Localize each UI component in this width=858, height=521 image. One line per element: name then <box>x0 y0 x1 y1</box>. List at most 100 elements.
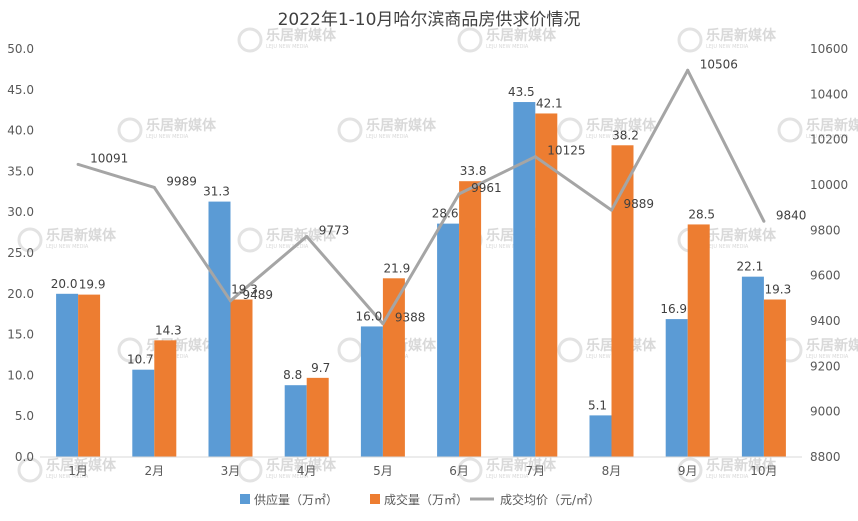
left-axis-tick-label: 5.0 <box>15 409 34 423</box>
price-value-label: 10125 <box>547 144 585 158</box>
left-axis-tick-label: 30.0 <box>7 205 34 219</box>
supply-bar <box>741 276 764 457</box>
watermark-subtext: LEJU NEW MEDIA <box>806 134 849 140</box>
watermark-subtext: LEJU NEW MEDIA <box>706 244 749 250</box>
transaction-bar-value-label: 21.9 <box>384 261 411 275</box>
watermark-subtext: LEJU NEW MEDIA <box>706 474 749 480</box>
left-axis-tick-label: 10.0 <box>7 368 34 382</box>
watermark-subtext: LEJU NEW MEDIA <box>266 474 309 480</box>
watermark-text: 乐居新媒体 <box>486 27 557 44</box>
supply-bar-value-label: 31.3 <box>203 185 230 199</box>
watermark-subtext: LEJU NEW MEDIA <box>266 44 309 50</box>
watermark-logo-icon <box>237 457 263 483</box>
legend-item-transaction-label: 成交量（万㎡） <box>384 492 468 507</box>
watermark-subtext: LEJU NEW MEDIA <box>46 474 89 480</box>
watermark-text: 乐居新媒体 <box>706 27 777 44</box>
right-axis-tick-label: 9200 <box>810 359 841 373</box>
x-axis-tick-label: 3月 <box>221 464 241 478</box>
supply-bar-value-label: 20.0 <box>51 277 78 291</box>
watermark-text: 乐居新媒体 <box>806 337 858 354</box>
left-axis-tick-label: 50.0 <box>7 42 34 56</box>
left-axis-tick-label: 45.0 <box>7 83 34 97</box>
watermark-subtext: LEJU NEW MEDIA <box>706 44 749 50</box>
x-axis-tick-label: 1月 <box>68 464 88 478</box>
price-value-label: 9840 <box>776 208 807 222</box>
transaction-bar-value-label: 9.7 <box>311 361 330 375</box>
transaction-bar <box>78 294 101 457</box>
transaction-bar-value-label: 19.3 <box>231 283 258 297</box>
watermark-logo-icon <box>117 337 143 363</box>
supply-bar <box>208 201 231 457</box>
supply-bar-value-label: 16.0 <box>356 309 383 323</box>
right-axis-tick-label: 10000 <box>810 178 848 192</box>
price-point <box>762 219 766 223</box>
watermark-subtext: LEJU NEW MEDIA <box>486 474 529 480</box>
supply-bar <box>589 415 612 457</box>
price-value-label: 9961 <box>471 181 502 195</box>
watermark-logo-icon <box>17 227 43 253</box>
watermark-text: 乐居新媒体 <box>146 117 217 134</box>
transaction-bar <box>687 224 710 457</box>
left-axis-tick-label: 40.0 <box>7 124 34 138</box>
legend-item-supply-label: 供应量（万㎡） <box>254 492 338 507</box>
price-value-label: 10506 <box>700 57 738 71</box>
transaction-bar-value-label: 14.3 <box>155 323 182 337</box>
watermark-text: 乐居新媒体 <box>366 117 437 134</box>
price-line <box>77 68 766 326</box>
supply-bar <box>56 293 79 457</box>
price-value-label: 9989 <box>166 174 197 188</box>
price-point <box>76 162 80 166</box>
watermark-logo-icon <box>677 457 703 483</box>
transaction-bar <box>611 145 634 457</box>
left-axis-tick-label: 20.0 <box>7 287 34 301</box>
watermark-logo-icon <box>337 117 363 143</box>
supply-bar <box>665 319 688 457</box>
right-axis-tick-label: 9800 <box>810 223 841 237</box>
watermark-text: 乐居新媒体 <box>706 457 777 474</box>
legend: 供应量（万㎡） 成交量（万㎡） 成交均价（元/㎡） <box>240 492 600 507</box>
price-point <box>686 68 690 72</box>
x-axis-tick-label: 10月 <box>750 464 777 478</box>
watermark-logo-icon <box>457 457 483 483</box>
watermark-subtext: LEJU NEW MEDIA <box>806 354 849 360</box>
x-axis-tick-label: 6月 <box>449 464 469 478</box>
supply-bar-value-label: 28.6 <box>432 207 459 221</box>
watermark-logo-icon <box>237 27 263 53</box>
transaction-bar <box>230 299 253 457</box>
price-point <box>533 155 537 159</box>
watermark-logo-icon <box>557 337 583 363</box>
watermark-text: 乐居新媒体 <box>266 457 337 474</box>
watermark-subtext: LEJU NEW MEDIA <box>266 244 309 250</box>
supply-bar-value-label: 16.9 <box>660 302 687 316</box>
watermark-text: 乐居新媒体 <box>46 457 117 474</box>
left-axis-ticks: 0.0 5.0 10.0 15.0 20.0 25.0 30.0 35.0 40.0 45.0 50… <box>7 42 34 464</box>
watermark-logo-icon <box>457 27 483 53</box>
watermark-text: 乐居新媒体 <box>46 227 117 244</box>
supply-bar <box>513 102 536 457</box>
left-axis-tick-label: 15.0 <box>7 328 34 342</box>
transaction-bar <box>535 113 558 458</box>
watermark-text: 乐居新媒体 <box>486 457 557 474</box>
watermark-text: 乐居新媒体 <box>266 27 337 44</box>
transaction-bar <box>459 181 482 457</box>
supply-bar-value-label: 43.5 <box>508 85 535 99</box>
x-axis-ticks: 1月 2月 3月 4月 5月 6月 7月 8月 9月 10月 <box>68 464 777 478</box>
watermark-logo-icon <box>17 457 43 483</box>
supply-bar <box>360 326 383 457</box>
x-axis-tick-label: 4月 <box>297 464 317 478</box>
price-point <box>381 322 385 326</box>
watermark-logo-icon <box>677 27 703 53</box>
watermark-subtext: LEJU NEW MEDIA <box>366 134 409 140</box>
legend-item-supply-swatch <box>240 494 250 504</box>
price-point <box>152 185 156 189</box>
supply-bar <box>437 223 460 457</box>
left-axis-tick-label: 25.0 <box>7 246 34 260</box>
bars-layer <box>56 102 786 458</box>
watermark-text: 乐居新媒体 <box>806 117 858 134</box>
watermark-subtext: LEJU NEW MEDIA <box>586 134 629 140</box>
watermark-logo-icon <box>557 117 583 143</box>
watermark-subtext: LEJU NEW MEDIA <box>586 354 629 360</box>
watermark-text: 乐居新媒体 <box>266 227 337 244</box>
